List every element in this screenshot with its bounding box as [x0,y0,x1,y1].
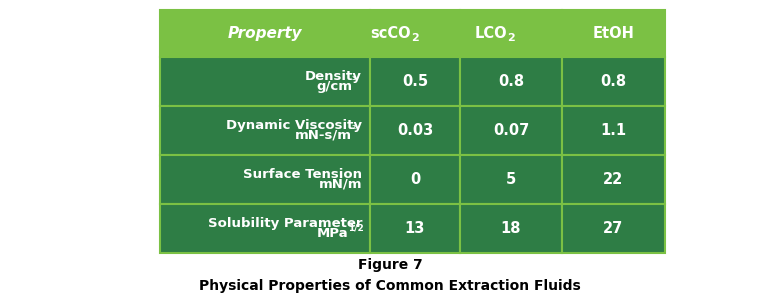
Bar [562,204,665,253]
Text: Physical Properties of Common Extraction Fluids: Physical Properties of Common Extraction… [199,279,581,293]
Text: Solubility Parameter: Solubility Parameter [207,217,362,230]
Text: 27: 27 [604,221,624,236]
Bar [370,10,460,57]
Text: LCO: LCO [474,26,507,41]
Text: 1.1: 1.1 [601,123,626,138]
Bar [160,57,370,106]
Text: ³: ³ [352,76,356,87]
Text: g/cm: g/cm [316,80,352,93]
Bar [562,155,665,204]
Text: mN/m: mN/m [318,178,362,191]
Bar [370,106,460,155]
Text: 0: 0 [410,172,420,187]
Bar [562,106,665,155]
Text: EtOH: EtOH [593,26,634,41]
Bar [562,57,665,106]
Text: 0.03: 0.03 [397,123,433,138]
Bar [460,57,562,106]
Text: 0.5: 0.5 [402,74,428,89]
Text: 2: 2 [507,33,515,43]
Text: mN-s/m: mN-s/m [295,129,352,142]
Text: ²: ² [352,125,356,136]
Text: Figure 7: Figure 7 [357,258,423,272]
Bar [370,204,460,253]
Bar [370,155,460,204]
Text: Property: Property [228,26,303,41]
Bar [460,204,562,253]
Text: MPa: MPa [317,227,348,240]
Bar [160,106,370,155]
Text: 0.8: 0.8 [498,74,524,89]
Text: Density: Density [305,70,362,83]
Bar [460,106,562,155]
Text: Surface Tension: Surface Tension [243,168,362,181]
Text: 1/2: 1/2 [348,224,363,233]
Text: 18: 18 [501,221,521,236]
Text: scCO: scCO [370,26,411,41]
Bar [460,155,562,204]
Text: 0.07: 0.07 [493,123,529,138]
Bar [562,10,665,57]
Bar [160,204,370,253]
Text: 2: 2 [411,33,419,43]
Text: 5: 5 [506,172,516,187]
Bar [370,57,460,106]
Bar [160,10,370,57]
Bar [160,155,370,204]
Text: Dynamic Viscosity: Dynamic Viscosity [226,119,362,132]
Text: 13: 13 [405,221,425,236]
Text: 0.8: 0.8 [601,74,626,89]
Text: 22: 22 [604,172,624,187]
Bar [460,10,562,57]
